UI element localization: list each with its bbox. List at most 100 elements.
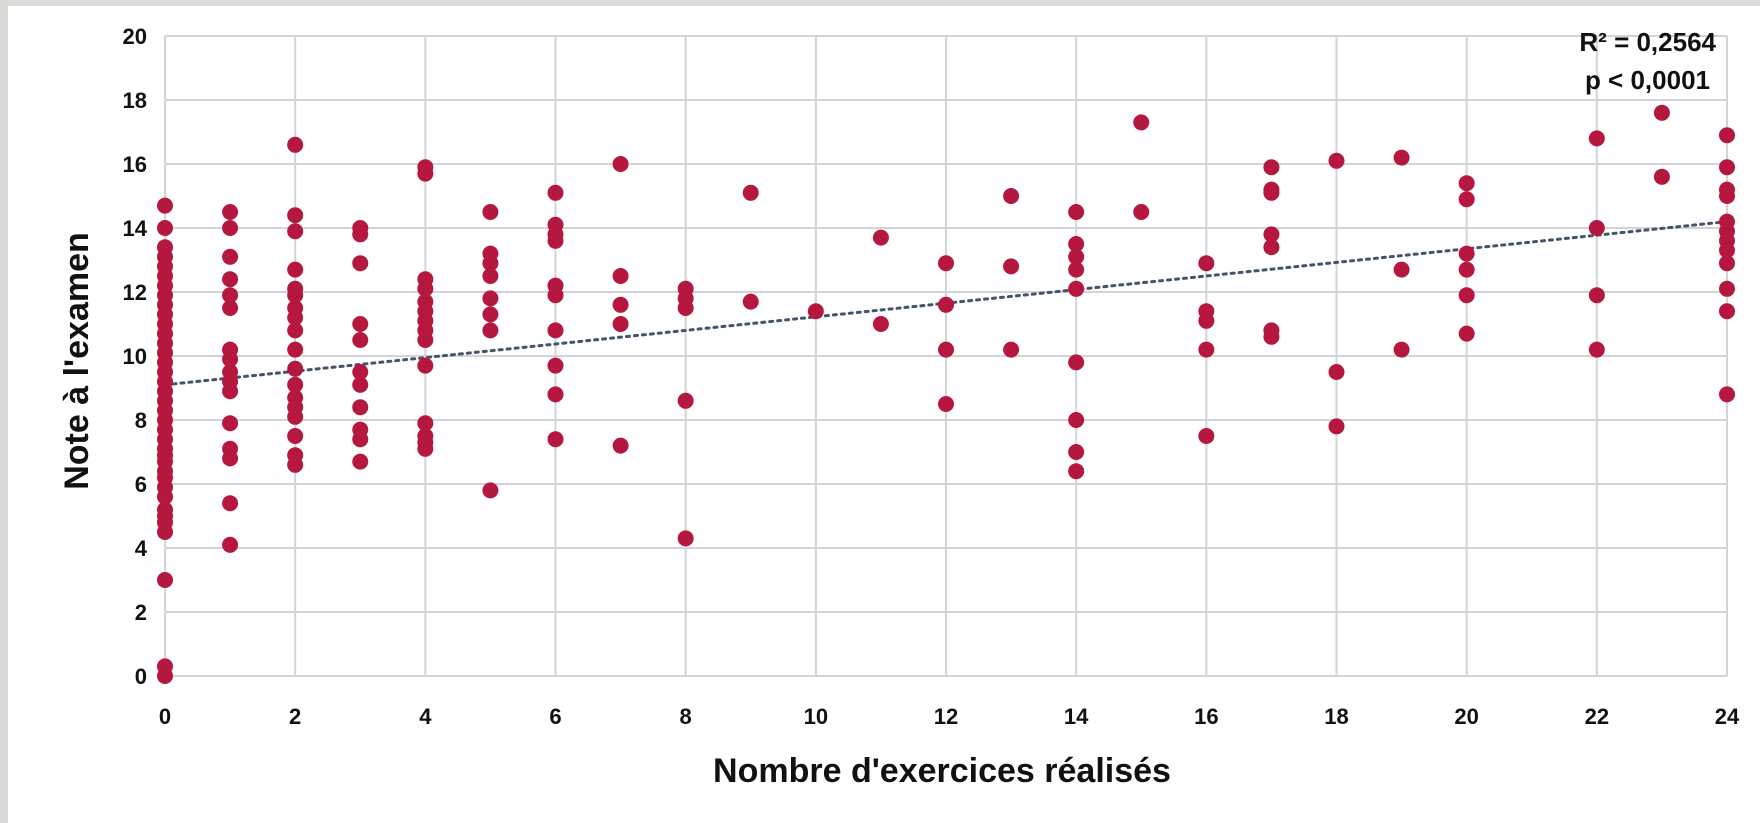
y-tick-14: 14: [123, 216, 148, 241]
data-point: [1068, 280, 1085, 297]
data-point: [1133, 114, 1150, 131]
y-axis-title: Note à l'examen: [58, 232, 96, 490]
data-point: [1068, 248, 1085, 265]
data-point: [1719, 303, 1735, 320]
data-point: [352, 421, 369, 438]
data-point: [1198, 428, 1215, 444]
data-point: [1328, 364, 1345, 380]
data-point: [938, 341, 954, 358]
data-point: [547, 357, 564, 374]
data-point: [417, 293, 434, 310]
x-tick-0: 0: [159, 704, 171, 729]
data-point: [222, 364, 239, 380]
data-point: [222, 220, 239, 236]
data-point: [1393, 149, 1410, 166]
data-point: [547, 184, 564, 201]
x-tick-18: 18: [1324, 704, 1348, 729]
data-point: [1653, 168, 1670, 185]
data-point: [482, 322, 499, 339]
y-tick-6: 6: [135, 472, 147, 497]
data-point: [1393, 341, 1410, 358]
data-point: [1719, 386, 1735, 403]
data-point: [352, 316, 369, 332]
data-point: [1068, 204, 1085, 220]
data-point: [1458, 287, 1475, 304]
data-point: [222, 300, 239, 316]
x-tick-14: 14: [1064, 704, 1089, 729]
data-point: [1588, 220, 1605, 236]
data-point: [222, 287, 239, 304]
data-point: [872, 316, 889, 332]
data-point: [157, 501, 173, 518]
data-point: [1198, 341, 1215, 358]
data-point: [222, 536, 239, 553]
r-squared-annotation: R² = 0,2564: [1579, 27, 1716, 57]
data-point: [222, 415, 239, 432]
data-point: [287, 341, 304, 358]
data-point: [1068, 261, 1085, 278]
data-point: [1653, 104, 1670, 121]
data-point: [287, 280, 304, 297]
data-point: [352, 399, 369, 416]
y-tick-20: 20: [123, 24, 147, 49]
data-point: [287, 261, 304, 278]
x-tick-6: 6: [549, 704, 561, 729]
data-point: [1263, 181, 1280, 198]
data-point: [742, 293, 759, 310]
data-point: [1588, 130, 1605, 147]
data-point: [1263, 159, 1280, 176]
data-point: [482, 306, 499, 323]
y-tick-2: 2: [135, 600, 147, 625]
data-point: [612, 437, 629, 454]
x-tick-20: 20: [1454, 704, 1478, 729]
data-point: [1263, 226, 1280, 243]
data-point: [612, 316, 629, 332]
data-point: [287, 376, 304, 393]
chart-frame: 0 2 4 6 8 10 12 14 16 18 20 0 2 4 6 8 10 12 14 16 18 20 22 24 N…: [8, 6, 1760, 823]
data-point: [1588, 341, 1605, 358]
y-tick-18: 18: [123, 88, 147, 113]
data-point: [1068, 412, 1085, 428]
data-point: [1328, 152, 1345, 169]
data-point: [1719, 159, 1735, 176]
data-point: [1719, 280, 1735, 297]
data-point: [482, 482, 499, 499]
points-layer: [157, 104, 1735, 684]
y-tick-8: 8: [135, 408, 147, 433]
data-point: [222, 271, 239, 288]
data-point: [287, 136, 304, 153]
data-point: [938, 296, 954, 313]
data-point: [157, 658, 173, 675]
x-tick-8: 8: [680, 704, 692, 729]
data-point: [1393, 261, 1410, 278]
data-point: [1003, 258, 1020, 275]
x-tick-22: 22: [1585, 704, 1609, 729]
data-point: [352, 364, 369, 380]
data-point: [287, 389, 304, 406]
data-point: [352, 332, 369, 348]
y-tick-10: 10: [123, 344, 147, 369]
data-point: [352, 255, 369, 272]
data-point: [1263, 239, 1280, 256]
data-point: [1003, 188, 1020, 204]
data-point: [157, 239, 173, 256]
data-point: [1719, 255, 1735, 272]
data-point: [1719, 213, 1735, 230]
data-point: [222, 495, 239, 512]
data-point: [612, 268, 629, 284]
y-tick-16: 16: [123, 152, 147, 177]
data-point: [547, 386, 564, 403]
x-axis-title: Nombre d'exercices réalisés: [713, 752, 1171, 790]
data-point: [287, 300, 304, 316]
data-point: [612, 296, 629, 313]
data-point: [222, 341, 239, 358]
data-point: [1198, 255, 1215, 272]
y-tick-12: 12: [123, 280, 147, 305]
data-point: [742, 184, 759, 201]
data-point: [1133, 204, 1150, 220]
data-point: [1198, 303, 1215, 320]
data-point: [1588, 287, 1605, 304]
x-tick-2: 2: [289, 704, 301, 729]
data-point: [547, 216, 564, 233]
data-point: [287, 447, 304, 464]
